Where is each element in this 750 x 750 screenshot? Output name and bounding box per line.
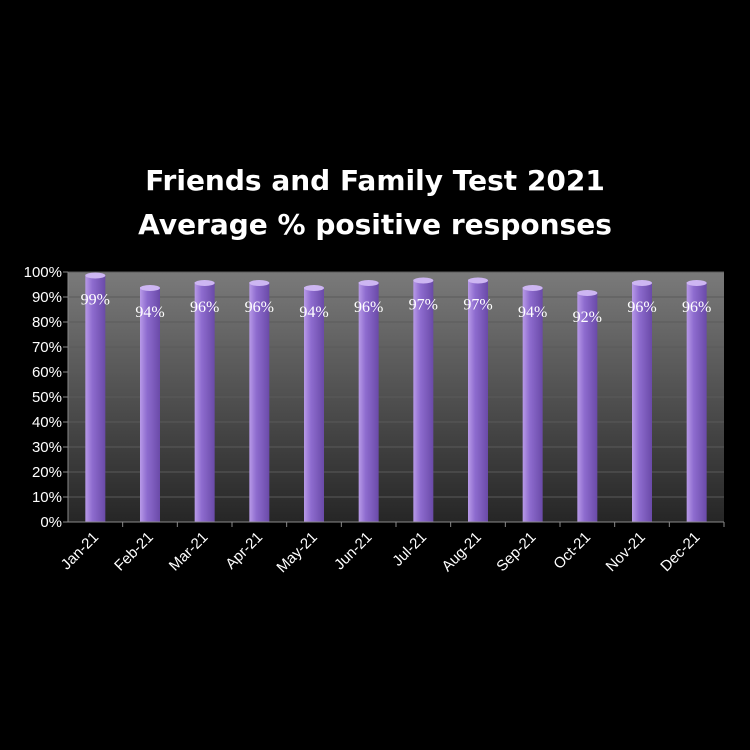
bar-top xyxy=(85,272,106,279)
bar-body xyxy=(249,282,270,522)
bar-top xyxy=(140,285,160,291)
bar xyxy=(194,280,215,522)
y-tick-label: 20% xyxy=(32,464,62,481)
bar-body xyxy=(304,287,324,522)
data-label: 96% xyxy=(682,299,711,316)
bar-top xyxy=(358,280,379,286)
data-label: 94% xyxy=(518,304,547,321)
y-tick-label: 0% xyxy=(40,514,62,531)
bar-body xyxy=(632,282,652,522)
y-tick-label: 70% xyxy=(32,339,62,356)
bar-top xyxy=(249,280,270,286)
x-tick-label: Nov-21 xyxy=(603,529,649,575)
bar xyxy=(686,280,707,522)
bars xyxy=(85,272,707,522)
bar-top xyxy=(577,290,598,296)
bar-top xyxy=(194,280,215,286)
data-label: 96% xyxy=(190,299,219,316)
data-label: 97% xyxy=(463,297,492,314)
x-axis-tick-labels: Jan-21 Feb-21 Mar-21 Apr-21 May-21 Jun-21 Jul-… xyxy=(58,529,704,576)
bar xyxy=(577,290,598,522)
data-label: 97% xyxy=(409,297,438,314)
chart-title-line-1: Friends and Family Test 2021 xyxy=(145,164,605,197)
bar-body xyxy=(468,279,488,522)
y-tick-label: 40% xyxy=(32,414,62,431)
bar-top xyxy=(304,285,324,291)
bar xyxy=(140,285,160,522)
y-tick-label: 80% xyxy=(32,314,62,331)
data-label: 96% xyxy=(354,299,383,316)
x-tick-label: Apr-21 xyxy=(222,529,266,573)
bar xyxy=(413,277,434,522)
bar xyxy=(304,285,324,522)
y-tick-label: 10% xyxy=(32,489,62,506)
bar-body xyxy=(577,292,598,522)
data-label: 92% xyxy=(573,309,602,326)
bar-body xyxy=(140,287,160,522)
data-label: 96% xyxy=(245,299,274,316)
bar-top xyxy=(522,285,543,291)
bar-top xyxy=(413,277,434,284)
bar-body xyxy=(194,282,215,522)
bar-body xyxy=(413,279,434,522)
x-tick-label: Mar-21 xyxy=(166,529,212,575)
data-labels: 99% 94% 96% 96% 94% 96% 97% 97% 94% 92% 96% 96% xyxy=(81,292,712,327)
x-tick-label: Aug-21 xyxy=(439,529,485,575)
bar-body xyxy=(522,287,543,522)
bar-top xyxy=(468,277,488,284)
x-tick-label: Jul-21 xyxy=(389,529,430,570)
data-label: 94% xyxy=(135,304,164,321)
y-tick-label: 30% xyxy=(32,439,62,456)
y-tick-label: 60% xyxy=(32,364,62,381)
gridlines xyxy=(63,271,725,527)
bar xyxy=(522,285,543,522)
bar xyxy=(358,280,379,522)
x-tick-label: Jan-21 xyxy=(58,529,102,573)
chart-title-line-2: Average % positive responses xyxy=(138,208,612,241)
y-tick-label: 90% xyxy=(32,289,62,306)
y-tick-label: 100% xyxy=(24,264,62,281)
data-label: 94% xyxy=(299,304,328,321)
bar xyxy=(85,272,106,522)
bar xyxy=(468,277,488,522)
x-tick-label: Sep-21 xyxy=(493,529,539,575)
bar-body xyxy=(686,282,707,522)
bar xyxy=(249,280,270,522)
y-tick-label: 50% xyxy=(32,389,62,406)
bar-top xyxy=(686,280,707,286)
x-tick-label: Dec-21 xyxy=(657,529,703,575)
x-tick-label: May-21 xyxy=(273,529,320,576)
bar-body xyxy=(358,282,379,522)
bar-top xyxy=(632,280,652,286)
data-label: 96% xyxy=(627,299,656,316)
bar xyxy=(632,280,652,522)
x-tick-label: Feb-21 xyxy=(111,529,157,575)
x-tick-label: Oct-21 xyxy=(550,529,594,573)
y-axis-tick-labels: 0% 10% 20% 30% 40% 50% 60% 70% 80% 90% 100% xyxy=(24,264,62,531)
data-label: 99% xyxy=(81,292,110,309)
bar-body xyxy=(85,274,106,522)
x-tick-label: Jun-21 xyxy=(331,529,375,573)
